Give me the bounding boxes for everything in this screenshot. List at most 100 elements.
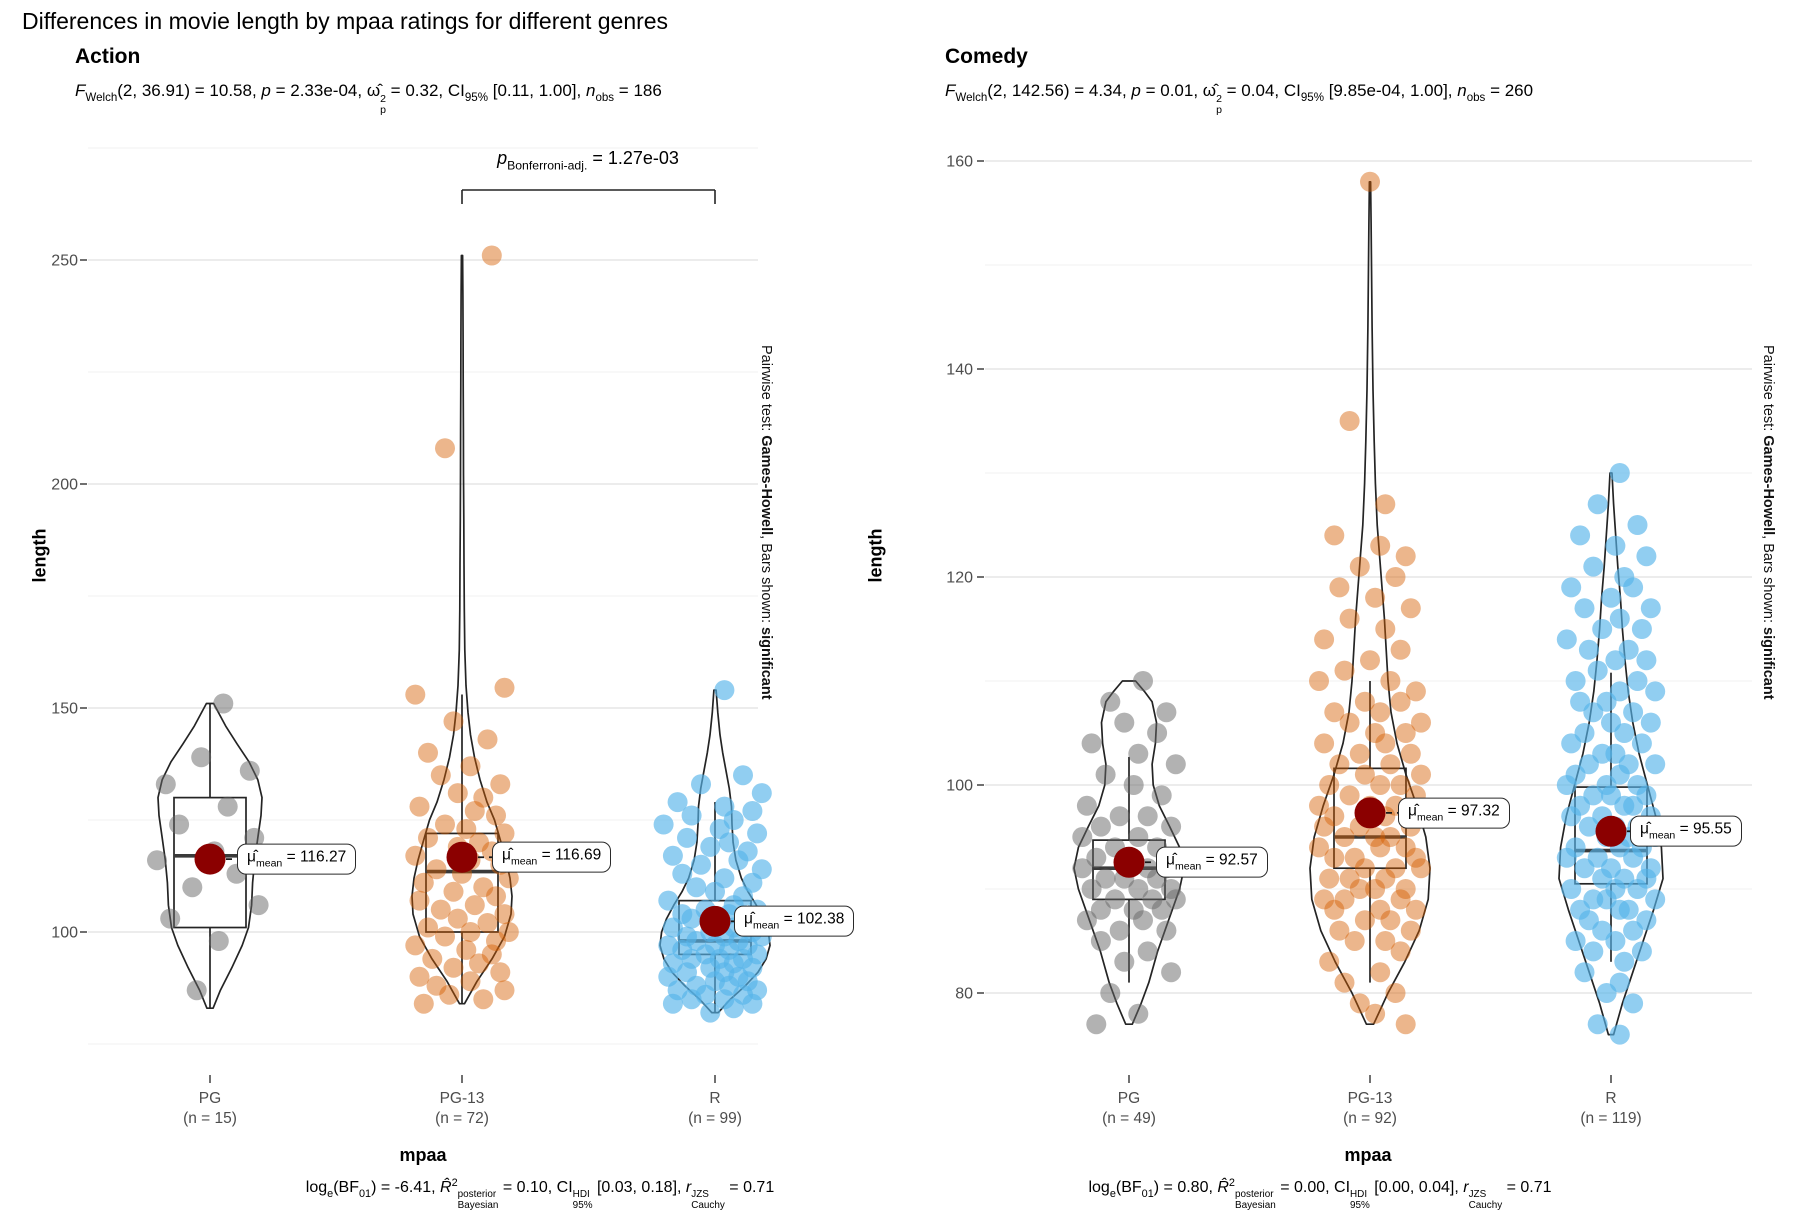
jitter-point <box>486 886 506 907</box>
jitter-point <box>1314 816 1335 837</box>
jitter-point <box>1609 899 1630 920</box>
stacked-subsup: posterior Bayesian <box>1234 1189 1276 1211</box>
jitter-point <box>1614 723 1635 743</box>
jitter-point <box>1395 723 1416 743</box>
jitter-point <box>1344 931 1365 951</box>
x-tick-label: PG <box>1118 1090 1140 1107</box>
jitter-point <box>1339 608 1360 629</box>
y-tick-label: 100 <box>51 925 78 942</box>
jitter-point <box>700 836 721 857</box>
jitter-point <box>413 993 434 1014</box>
jitter-point <box>677 827 697 848</box>
jitter-point <box>1605 931 1626 951</box>
jitter-point <box>1565 931 1586 951</box>
y-tick-label: 160 <box>946 154 973 171</box>
jitter-point <box>1570 525 1591 546</box>
jitter-point <box>1561 879 1582 899</box>
jitter-point <box>1631 733 1652 754</box>
jitter-point <box>1640 598 1661 619</box>
jitter-point <box>1339 868 1360 889</box>
jitter-point <box>1395 879 1416 899</box>
jitter-point <box>1105 889 1125 910</box>
jitter-point <box>1309 837 1329 858</box>
x-tick-label-n: (n = 49) <box>1102 1110 1156 1127</box>
mean-dot <box>1354 797 1386 829</box>
jitter-point <box>1309 795 1329 816</box>
jitter-point <box>1329 754 1350 775</box>
y-tick-label: 200 <box>51 477 78 494</box>
jitter-point <box>1605 535 1626 556</box>
x-axis-title: mpaa <box>399 1145 447 1165</box>
x-tick-label: R <box>709 1090 720 1107</box>
jitter-point <box>1411 764 1431 785</box>
y-tick-label: 150 <box>51 701 78 718</box>
y-tick-label: 250 <box>51 253 78 270</box>
box-pg-13 <box>425 832 499 933</box>
jitter-point <box>1385 983 1406 1003</box>
caption-bayes: loge(BF01) = 0.80, R̂2 posterior Bayesian … <box>1088 1177 1552 1211</box>
jitter-point <box>1561 806 1582 827</box>
jitter-point <box>681 908 702 929</box>
jitter-point <box>1380 827 1401 847</box>
jitter-point <box>714 680 735 701</box>
jitter-point <box>1354 691 1375 712</box>
jitter-point <box>1128 743 1149 764</box>
jitter-point <box>1596 983 1617 1003</box>
jitter-point <box>1405 681 1426 702</box>
jitter-point <box>728 850 749 871</box>
caption-bayes: loge(BF01) = -6.41, R̂2 posterior Bayesian… <box>305 1177 775 1211</box>
jitter-point <box>1385 567 1406 587</box>
jitter-point <box>1370 535 1391 556</box>
jitter-point <box>662 993 683 1014</box>
jitter-point <box>1375 619 1396 639</box>
jitter-point <box>1334 660 1355 681</box>
jitter-point <box>1609 1024 1630 1045</box>
jitter-point <box>191 747 212 768</box>
jitter-point <box>1587 1014 1608 1035</box>
jitter-point <box>213 693 234 714</box>
jitter-point <box>1365 879 1386 899</box>
jitter-point <box>422 948 443 969</box>
jitter-point <box>494 980 515 1001</box>
jitter-point <box>1319 775 1340 795</box>
jitter-point <box>751 783 772 804</box>
mean-label-pg: μ̂mean = 116.27 <box>237 843 357 875</box>
jitter-point <box>1365 587 1386 608</box>
jitter-point <box>1561 577 1582 598</box>
jitter-point <box>1081 733 1102 754</box>
jitter-point <box>1109 806 1130 827</box>
jitter-point <box>1360 650 1380 671</box>
jitter-point <box>469 953 489 974</box>
jitter-point <box>1339 785 1360 806</box>
jitter-point <box>1623 920 1644 941</box>
jitter-point <box>1623 577 1644 598</box>
jitter-point <box>747 823 768 844</box>
jitter-point <box>1309 671 1329 691</box>
jitter-point <box>1137 941 1158 962</box>
jitter-point <box>418 827 438 848</box>
jitter-point <box>1380 910 1401 931</box>
pairwise-note: Pairwise test: Games-Howell, Bars shown:… <box>1760 345 1776 700</box>
jitter-point <box>498 922 519 942</box>
jitter-point <box>460 922 481 942</box>
significance-bracket-label: pBonferroni-adj. = 1.27e-03 <box>497 148 679 173</box>
jitter-point <box>1156 920 1177 941</box>
mean-label-r: μ̂mean = 95.55 <box>1630 815 1742 847</box>
jitter-point <box>658 890 679 911</box>
jitter-point <box>1405 847 1426 868</box>
jitter-point <box>490 774 511 795</box>
jitter-point <box>1161 816 1182 837</box>
jitter-point <box>681 805 702 826</box>
jitter-point <box>1095 764 1116 785</box>
jitter-point <box>239 760 260 781</box>
jitter-point <box>1319 868 1340 889</box>
jitter-point <box>469 832 489 853</box>
jitter-point <box>1081 879 1102 899</box>
jitter-point <box>464 895 485 916</box>
jitter-point <box>1339 712 1360 733</box>
x-tick-label: PG-13 <box>1348 1090 1393 1107</box>
jitter-point <box>409 966 430 987</box>
jitter-point <box>1090 816 1111 837</box>
jitter-point <box>1133 910 1153 931</box>
page-title: Differences in movie length by mpaa rati… <box>22 8 669 34</box>
